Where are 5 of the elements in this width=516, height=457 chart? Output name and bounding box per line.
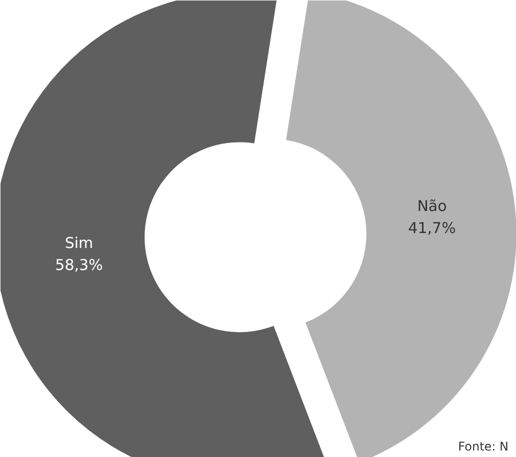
source-note: Fonte: N — [458, 440, 508, 454]
data-label: 58,3% — [55, 256, 103, 274]
slice-label: Não — [417, 196, 447, 215]
slice-label: Sim — [64, 234, 94, 252]
data-label: 41,7% — [408, 218, 456, 237]
